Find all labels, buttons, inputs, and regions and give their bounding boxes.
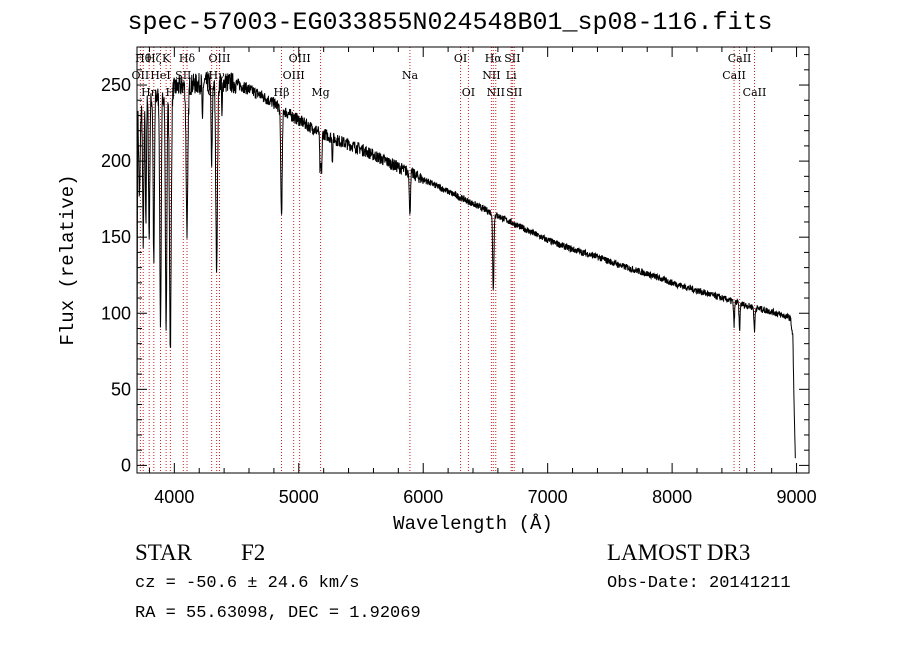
line-marker-label: Li: [506, 69, 517, 82]
line-markers-group: [139, 47, 755, 473]
line-marker-label: Hα: [485, 52, 503, 65]
x-tick-label: 5000: [279, 487, 319, 507]
y-tick-label: 50: [111, 379, 131, 399]
line-marker-label: CaII: [743, 86, 767, 99]
line-marker-label: Hθ: [135, 52, 152, 65]
x-axis-label: Wavelength (Å): [393, 513, 553, 535]
coordinates: RA = 55.63098, DEC = 1.92069: [135, 604, 421, 623]
marker-labels-group: OII Hθ Hη Hζ HeI K H SII Hδ G Hγ OIII Hβ OIII OIII Mg Na…: [132, 52, 767, 99]
x-tick-label: 8000: [652, 487, 692, 507]
line-marker-label: NII: [482, 69, 500, 82]
line-marker-label: Hγ: [209, 69, 226, 82]
chart-title: spec-57003-EG033855N024548B01_sp08-116.f…: [127, 8, 773, 37]
line-marker-label: Hζ: [146, 52, 162, 65]
line-marker-label: SII: [504, 52, 520, 65]
y-tick-label: 200: [101, 151, 131, 171]
line-marker-label: OIII: [283, 69, 305, 82]
y-tick-label: 250: [101, 75, 131, 95]
line-marker-label: Hη: [141, 86, 157, 99]
line-marker-label: SII: [506, 86, 522, 99]
plot-frame: [136, 46, 810, 474]
redshift-velocity: cz = -50.6 ± 24.6 km/s: [135, 574, 360, 593]
line-marker-label: Na: [402, 69, 419, 82]
line-marker-label: Hβ: [274, 86, 290, 99]
line-marker-label: G: [207, 86, 216, 99]
spectral-subclass: F2: [241, 540, 266, 565]
x-tick-label: 6000: [403, 487, 443, 507]
line-marker-label: Mg: [311, 86, 329, 99]
line-marker-label: OIII: [208, 52, 230, 65]
y-tick-label: 0: [121, 455, 131, 475]
y-tick-label: 150: [101, 227, 131, 247]
line-marker-label: K: [162, 52, 171, 65]
observation-date: Obs-Date: 20141211: [607, 574, 791, 593]
y-axis-label: Flux (relative): [57, 174, 79, 345]
line-marker-label: Hδ: [179, 52, 196, 65]
object-class: STAR: [135, 540, 192, 565]
line-marker-label: CaII: [722, 69, 746, 82]
line-marker-label: NII: [487, 86, 505, 99]
y-tick-label: 100: [101, 303, 131, 323]
spectrum-line: [136, 70, 796, 459]
line-marker-label: HeI: [150, 69, 170, 82]
survey-name: LAMOST DR3: [607, 540, 751, 565]
line-marker-label: H: [166, 86, 176, 99]
line-marker-label: SII: [175, 69, 191, 82]
line-marker-label: OIII: [289, 52, 311, 65]
tick-labels-group: 4000 5000 6000 7000 8000 9000 0 50 100 150 200 250: [101, 75, 817, 507]
line-marker-label: OI: [462, 86, 475, 99]
x-tick-label: 4000: [154, 487, 194, 507]
x-tick-label: 7000: [528, 487, 568, 507]
axis-ticks-group: [137, 47, 809, 473]
line-marker-label: CaII: [728, 52, 752, 65]
x-tick-label: 9000: [777, 487, 817, 507]
line-marker-label: OI: [454, 52, 467, 65]
line-marker-label: OII: [132, 69, 150, 82]
